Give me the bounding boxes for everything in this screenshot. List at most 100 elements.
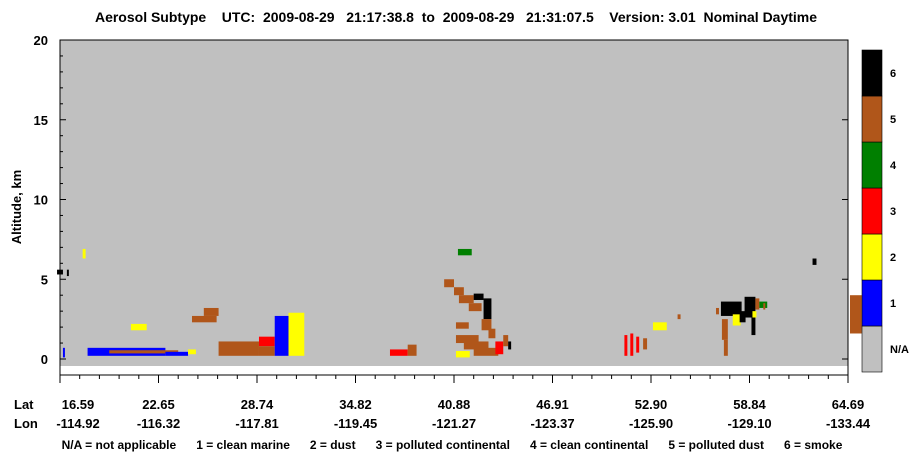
colorbar-swatch	[861, 233, 883, 281]
aerosol-cell	[468, 303, 482, 312]
aerosol-cell	[849, 295, 862, 334]
colorbar-label: 6	[890, 68, 896, 80]
aerosol-cell	[473, 293, 484, 300]
aerosol-cell	[723, 339, 728, 356]
y-tick-label: 15	[34, 113, 48, 128]
lon-tick-label: -129.10	[727, 416, 771, 431]
aerosol-cell	[643, 338, 648, 350]
aerosol-cell	[495, 341, 504, 355]
aerosol-cell	[755, 298, 760, 310]
colorbar-swatch	[861, 49, 883, 97]
colorbar-swatch	[861, 325, 883, 373]
colorbar-label: 2	[890, 252, 896, 264]
colorbar-swatch	[861, 141, 883, 189]
aerosol-cell	[751, 317, 756, 336]
lon-tick-label: -125.90	[629, 416, 673, 431]
aerosol-cell	[109, 350, 179, 354]
aerosol-cell	[288, 312, 305, 356]
lat-tick-label: 22.65	[142, 397, 175, 412]
aerosol-cell	[203, 307, 219, 316]
lat-tick-label: 64.69	[832, 397, 865, 412]
aerosol-cell	[274, 315, 289, 356]
aerosol-cell	[677, 314, 681, 320]
plot-area	[57, 39, 862, 376]
aerosol-cell	[483, 298, 492, 320]
aerosol-cell	[463, 341, 489, 350]
aerosol-cell	[455, 322, 469, 329]
aerosol-cell	[457, 248, 472, 256]
colorbar-label: 1	[890, 298, 896, 310]
lon-row-label: Lon	[14, 416, 38, 431]
aerosol-cell	[258, 336, 275, 347]
aerosol-cell	[165, 351, 189, 356]
aerosol-cell	[624, 335, 628, 356]
aerosol-cell	[812, 258, 817, 265]
no-data-strip	[60, 366, 848, 375]
aerosol-cell	[454, 287, 464, 296]
aerosol-cell	[66, 269, 69, 277]
lat-tick-label: 28.74	[241, 397, 274, 412]
colorbar-swatch	[861, 187, 883, 235]
lat-tick-label: 52.90	[635, 397, 668, 412]
aerosol-cell	[389, 349, 408, 356]
aerosol-cell	[508, 341, 512, 350]
aerosol-cell	[503, 335, 509, 347]
aerosol-cell	[82, 248, 86, 259]
aerosol-cell	[188, 349, 196, 355]
aerosol-cell	[652, 322, 667, 331]
aerosol-cell	[444, 279, 454, 288]
aerosol-cell	[218, 341, 259, 356]
aerosol-cell	[630, 333, 634, 356]
legend-text: N/A = not applicable 1 = clean marine 2 …	[62, 438, 843, 452]
y-tick-label: 5	[41, 272, 48, 287]
colorbar: N/A 1 2 3 4 5 6	[861, 49, 909, 373]
colorbar-label: 5	[890, 114, 896, 126]
x-axis: Lat Lon 16.59 -114.92 22.65 -116.32 28.74 -117.…	[14, 375, 871, 431]
lon-tick-label: -133.44	[826, 416, 871, 431]
aerosol-cell	[455, 351, 470, 358]
y-tick-label: 20	[34, 33, 48, 48]
aerosol-cell	[720, 301, 742, 316]
lon-tick-label: -121.27	[432, 416, 476, 431]
lat-tick-label: 34.82	[339, 397, 372, 412]
lon-tick-label: -119.45	[334, 416, 377, 431]
data-cells	[57, 248, 862, 358]
aerosol-cell	[458, 295, 474, 304]
aerosol-cell	[752, 311, 757, 318]
y-axis-label: Altitude, km	[9, 170, 24, 244]
y-tick-label: 0	[41, 352, 48, 367]
lon-tick-label: -117.81	[235, 416, 278, 431]
colorbar-swatch	[861, 279, 883, 327]
aerosol-cell	[473, 347, 499, 356]
aerosol-cell	[191, 315, 217, 323]
aerosol-cell	[62, 347, 65, 358]
lat-row-label: Lat	[14, 397, 34, 412]
colorbar-label: N/A	[890, 344, 909, 356]
aerosol-cell	[130, 323, 147, 331]
aerosol-cell	[636, 336, 640, 353]
aerosol-cell	[763, 303, 766, 310]
aerosol-cell	[258, 346, 275, 356]
lon-tick-label: -123.37	[530, 416, 574, 431]
lat-tick-label: 16.59	[62, 397, 95, 412]
aerosol-cell	[732, 314, 741, 326]
plot-background	[60, 40, 848, 367]
lat-tick-label: 58.84	[733, 397, 766, 412]
aerosol-cell	[721, 319, 728, 340]
aerosol-cell	[455, 335, 479, 344]
y-tick-label: 10	[34, 193, 48, 208]
colorbar-swatch	[861, 95, 883, 143]
colorbar-label: 3	[890, 206, 896, 218]
y-axis: 0 5 10 15 20	[34, 33, 848, 367]
lon-tick-label: -116.32	[137, 416, 180, 431]
aerosol-cell	[716, 307, 719, 315]
lat-tick-label: 40.88	[438, 397, 471, 412]
aerosol-cell	[488, 328, 496, 339]
lon-tick-label: -114.92	[56, 416, 99, 431]
chart-title: Aerosol Subtype UTC: 2009-08-29 21:17:38…	[95, 9, 817, 25]
aerosol-cell	[739, 311, 746, 323]
lat-tick-label: 46.91	[536, 397, 569, 412]
colorbar-label: 4	[890, 160, 897, 172]
aerosol-cell	[481, 319, 492, 331]
